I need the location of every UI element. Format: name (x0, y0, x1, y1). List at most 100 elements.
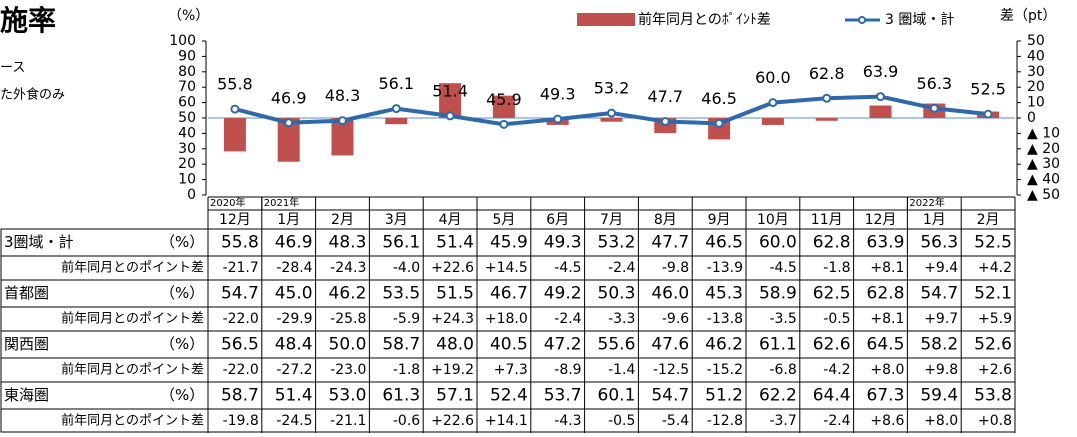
table-cell: 47.2 (544, 335, 582, 355)
table-cell: -5.4 (662, 413, 689, 429)
note: ース (0, 61, 25, 76)
table-cell: 60.0 (759, 233, 797, 253)
month-label: 2月 (331, 212, 354, 228)
month-label: 4月 (439, 212, 462, 228)
table-cell: -2.4 (554, 311, 581, 327)
table-cell: -21.1 (330, 413, 366, 429)
table-cell: +9.4 (924, 260, 958, 276)
table-cell: -12.8 (707, 413, 743, 429)
bar (277, 118, 300, 162)
table-cell: +18.0 (485, 311, 528, 327)
month-label: 1月 (923, 212, 946, 228)
table-cell: 54.7 (221, 284, 259, 304)
table-cell: 47.6 (651, 335, 689, 355)
year-label: 2022年 (909, 196, 944, 209)
data-label: 60.0 (755, 68, 791, 87)
line-point (338, 116, 347, 126)
table-cell: -13.9 (707, 260, 743, 276)
y-tick-label: 90 (178, 48, 196, 64)
bar (869, 105, 892, 118)
table-cell: 61.3 (382, 386, 420, 406)
y-tick-label: 10 (178, 172, 196, 188)
table-cell: -25.8 (330, 311, 366, 327)
table-cell: -2.4 (608, 260, 635, 276)
row-unit: （%） (160, 233, 204, 251)
y2-tick-label: 0 (1027, 110, 1036, 126)
table-cell: +8.6 (870, 413, 904, 429)
line-point (768, 98, 778, 108)
bar (385, 118, 408, 125)
legend-label: 3 圏域・計 (885, 12, 954, 28)
table-cell: 62.6 (813, 335, 851, 355)
legend-swatch (858, 16, 866, 24)
table-cell: -4.0 (393, 260, 420, 276)
table-cell: -24.5 (276, 413, 312, 429)
line-point (714, 118, 724, 128)
row-unit: （%） (160, 386, 204, 404)
table-cell: 58.2 (920, 335, 958, 355)
row-label: 東海圏 (4, 386, 49, 404)
table-cell: 54.7 (651, 386, 689, 406)
data-label: 48.3 (325, 86, 361, 105)
table-cell: 62.2 (759, 386, 797, 406)
month-label: 7月 (600, 212, 623, 228)
line-point (553, 114, 563, 124)
table-cell: +2.6 (978, 362, 1012, 378)
table-cell: 59.4 (920, 386, 958, 406)
data-label: 47.7 (647, 87, 683, 106)
table-cell: -24.3 (330, 260, 366, 276)
table-cell: +9.8 (924, 362, 958, 378)
table-cell: -5.9 (393, 311, 420, 327)
table-cell: 64.4 (813, 386, 851, 406)
month-label: 3月 (385, 212, 408, 228)
table-cell: 51.2 (705, 386, 743, 406)
line-point (983, 109, 993, 119)
table-cell: +0.8 (978, 413, 1012, 429)
table-cell: +24.3 (431, 311, 474, 327)
table-cell: 54.7 (920, 284, 958, 304)
table-cell: 55.6 (598, 335, 636, 355)
row-label: 前年同月とのポイント差 (61, 260, 204, 276)
data-label: 49.3 (540, 85, 576, 104)
line-point (391, 104, 401, 114)
y2-tick-label: 50 (1027, 33, 1045, 49)
table-cell: 58.7 (382, 335, 420, 355)
data-label: 56.3 (916, 74, 952, 93)
table-cell: -3.5 (769, 311, 796, 327)
table-cell: 48.4 (275, 335, 313, 355)
y2-tick-label: 10 (1027, 95, 1045, 111)
table-cell: 52.1 (974, 284, 1012, 304)
y2-tick-label: 30 (1027, 64, 1045, 80)
month-label: 9月 (708, 212, 731, 228)
line-point (230, 104, 240, 114)
y2-tick-label: ▲ 50 (1027, 187, 1060, 203)
table-cell: -3.3 (608, 311, 635, 327)
row-unit: （%） (160, 284, 204, 302)
month-label: 2月 (977, 212, 1000, 228)
data-label: 46.9 (271, 88, 307, 107)
month-label: 12月 (219, 212, 251, 228)
table-cell: +22.6 (431, 413, 474, 429)
line-point (929, 103, 939, 113)
year-label: 2020年 (210, 196, 245, 209)
table-cell: +8.0 (924, 413, 958, 429)
table-cell: -13.8 (707, 311, 743, 327)
table-cell: +8.1 (870, 260, 904, 276)
line-point (822, 93, 832, 103)
bar (223, 118, 246, 152)
row-unit: （%） (160, 335, 204, 353)
table-cell: +14.5 (485, 260, 528, 276)
table-cell: +5.9 (978, 311, 1012, 327)
table-cell: 49.2 (544, 284, 582, 304)
table-cell: -3.7 (769, 413, 796, 429)
table-cell: 46.2 (705, 335, 743, 355)
table-cell: -1.8 (393, 362, 420, 378)
table-cell: -0.5 (823, 311, 850, 327)
table-cell: 58.9 (759, 284, 797, 304)
table-cell: 53.7 (544, 386, 582, 406)
table-cell: -12.5 (653, 362, 689, 378)
line-point (445, 111, 455, 121)
bar (815, 118, 838, 121)
table-cell: 61.1 (759, 335, 797, 355)
data-label: 55.8 (217, 75, 253, 94)
